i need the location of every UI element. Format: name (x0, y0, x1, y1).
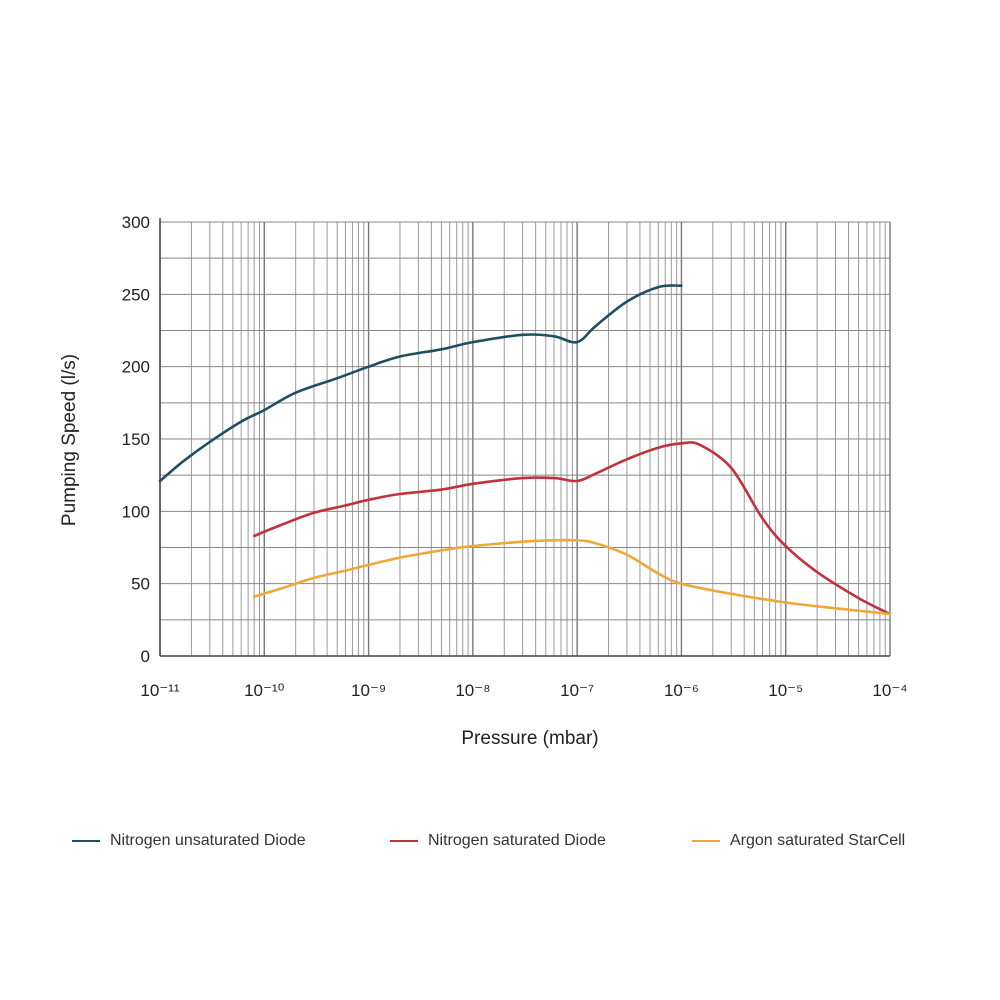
y-tick-label: 100 (122, 502, 150, 521)
x-tick-label: 10⁻⁸ (455, 681, 490, 700)
y-tick-label: 200 (122, 358, 150, 377)
grid-lines (159, 218, 891, 657)
x-axis-label: Pressure (mbar) (461, 728, 599, 749)
legend-swatch-nitrogen-unsaturated (72, 840, 100, 842)
series-lines (158, 284, 892, 616)
series-line-0 (158, 284, 683, 483)
x-tick-label: 10⁻⁷ (560, 681, 594, 700)
y-tick-label: 250 (122, 285, 150, 304)
series-line-1 (252, 441, 892, 616)
legend-label-nitrogen-unsaturated: Nitrogen unsaturated Diode (110, 832, 306, 849)
x-tick-label: 10⁻¹¹ (140, 681, 180, 700)
y-tick-label: 150 (122, 430, 150, 449)
legend: Nitrogen unsaturated Diode Nitrogen satu… (0, 832, 1000, 856)
legend-swatch-nitrogen-saturated (390, 840, 418, 842)
y-tick-label: 0 (141, 647, 150, 666)
x-tick-label: 10⁻⁹ (351, 681, 386, 700)
x-tick-label: 10⁻⁶ (664, 681, 699, 700)
x-tick-label: 10⁻⁴ (872, 681, 907, 700)
legend-item-nitrogen-saturated: Nitrogen saturated Diode (390, 832, 606, 850)
x-tick-labels: 10⁻¹¹ 10⁻¹⁰ 10⁻⁹ 10⁻⁸ 10⁻⁷ 10⁻⁶ 10⁻⁵ 10⁻⁴ (140, 681, 907, 700)
legend-item-argon-saturated: Argon saturated StarCell (692, 832, 905, 850)
legend-label-nitrogen-saturated: Nitrogen saturated Diode (428, 832, 606, 849)
legend-label-argon-saturated: Argon saturated StarCell (730, 832, 906, 849)
y-tick-label: 300 (122, 213, 150, 232)
legend-swatch-argon-saturated (692, 840, 720, 842)
y-tick-label: 50 (131, 575, 150, 594)
series-line-2 (252, 538, 892, 616)
x-tick-label: 10⁻¹⁰ (244, 681, 285, 700)
x-tick-label: 10⁻⁵ (768, 681, 803, 700)
legend-item-nitrogen-unsaturated: Nitrogen unsaturated Diode (72, 832, 306, 850)
y-tick-labels: 0 50 100 150 200 250 300 (122, 213, 150, 666)
y-axis-label: Pumping Speed (l/s) (59, 353, 80, 527)
